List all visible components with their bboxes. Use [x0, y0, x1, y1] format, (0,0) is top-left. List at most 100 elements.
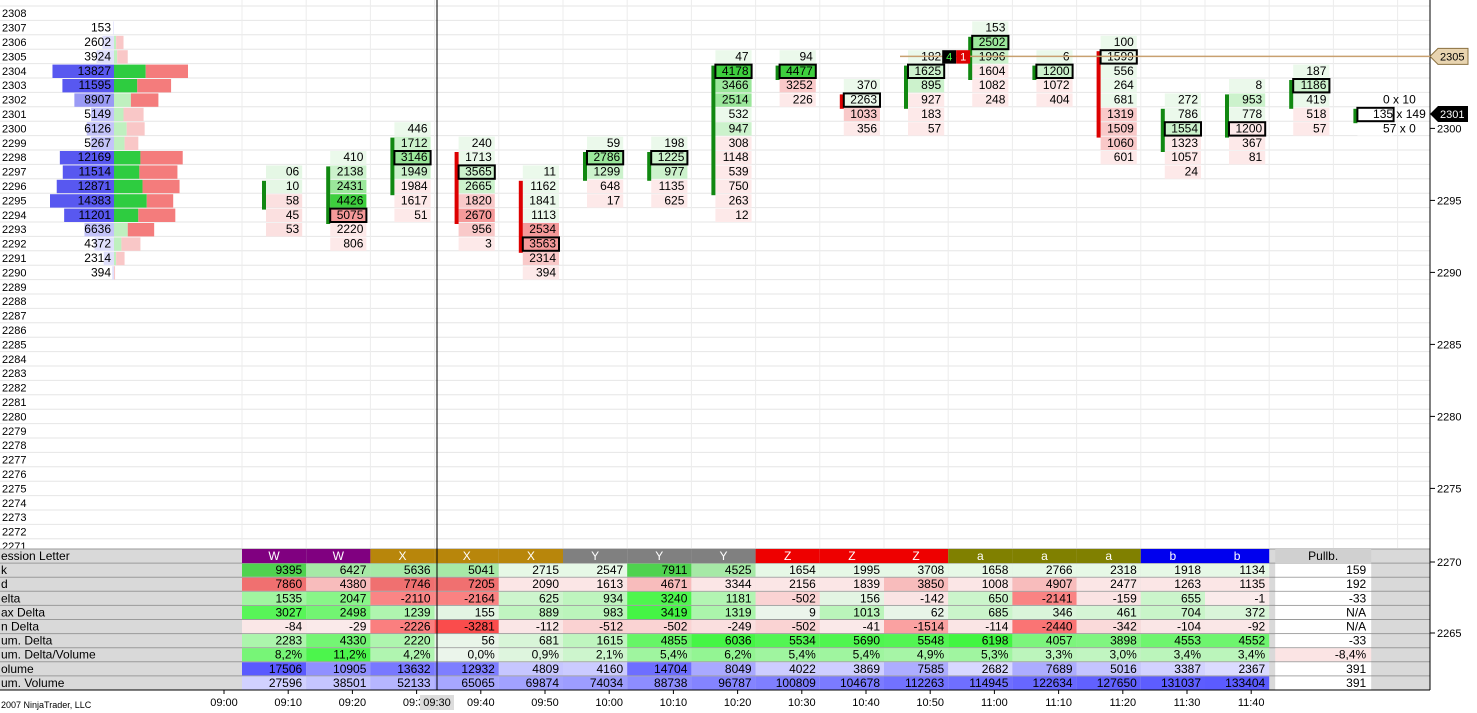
footprint-cell-value: 2534	[529, 222, 556, 236]
stats-cell	[884, 591, 949, 605]
footprint-cell-value: 263	[729, 193, 749, 207]
price-row-label: 2298	[2, 152, 26, 164]
stats-value: 88738	[654, 676, 688, 690]
stats-value: 4525	[725, 563, 752, 577]
footprint-cell-value: 2220	[337, 222, 364, 236]
footprint-cell	[458, 223, 495, 237]
footprint-cell-value: 1713	[465, 150, 492, 164]
poc-highlight-box	[650, 150, 689, 166]
session-letter: X	[463, 549, 471, 563]
stats-value: 5534	[789, 634, 816, 648]
stats-value: 65065	[461, 676, 495, 690]
stats-cell	[370, 563, 435, 577]
footprint-cell-value: 446	[408, 121, 428, 135]
footprint-cell	[330, 179, 367, 194]
price-axis-tick-label: 2275	[1437, 483, 1461, 495]
footprint-cell	[651, 194, 688, 208]
poc-highlight-box	[1163, 121, 1203, 137]
price-row-label: 2277	[2, 455, 26, 467]
profile-volume-bar	[113, 21, 114, 35]
stats-value: 4552	[1238, 634, 1265, 648]
footprint-cell-value: 100	[1114, 35, 1134, 49]
session-letter: Y	[655, 549, 663, 563]
footprint-cell	[266, 194, 303, 208]
footprint-cell	[394, 136, 431, 150]
pullback-value: -33	[1349, 591, 1367, 605]
pullback-header-cell	[1275, 549, 1372, 564]
footprint-cell	[972, 64, 1009, 78]
footprint-cell	[651, 136, 688, 150]
price-axis-tick-label: 2280	[1437, 411, 1461, 423]
footprint-cell-value: 58	[286, 193, 300, 207]
footprint-cell-value: 410	[343, 150, 363, 164]
stats-value: -84	[285, 620, 303, 634]
time-axis: 2007 NinjaTrader, LLC 09:00 09:10 09:20 09:3…	[0, 689, 1430, 710]
stats-value: -1	[1255, 591, 1266, 605]
footprint-cell	[1229, 79, 1266, 93]
price-row-label: 2284	[2, 354, 26, 366]
stats-value: 1839	[853, 577, 880, 591]
footprint-cell	[908, 64, 945, 78]
stats-cell	[1205, 605, 1270, 619]
stats-value: 1181	[726, 591, 752, 605]
profile-bid-bar	[114, 93, 131, 107]
profile-bid-bar	[114, 237, 122, 251]
stats-value: -112	[536, 620, 559, 634]
cursor-time-box	[420, 695, 454, 710]
profile-volume-bar	[103, 251, 114, 266]
pullback-value: N/A	[1346, 620, 1366, 634]
stats-value: 5636	[404, 563, 431, 577]
profile-volume-bar	[52, 64, 114, 78]
stats-cell	[884, 662, 949, 676]
stats-cell	[563, 620, 628, 634]
pullback-value: N/A	[1346, 605, 1366, 619]
popup-left-box	[942, 50, 957, 64]
pullback-cell	[1275, 620, 1372, 634]
stats-value: 38501	[333, 676, 367, 690]
footprint-cell-value: 06	[286, 165, 300, 179]
footprint-cell	[522, 266, 559, 280]
profile-ask-bar	[123, 107, 144, 122]
stats-cell	[1012, 563, 1077, 577]
footprint-cell-value: 264	[1114, 78, 1134, 92]
stats-value: 5041	[468, 563, 495, 577]
time-axis-tick-label: 11:20	[1109, 697, 1136, 709]
footprint-cell	[779, 93, 816, 107]
profile-bid-bar	[114, 179, 143, 194]
stats-cell	[242, 605, 307, 619]
stats-cell	[819, 620, 884, 634]
footprint-body-bar	[904, 65, 908, 109]
footprint-cell	[843, 93, 880, 107]
time-axis-tick-label: 11:10	[1045, 697, 1072, 709]
copyright-label: 2007 NinjaTrader, LLC	[1, 700, 92, 710]
session-letter-cell	[1012, 549, 1077, 564]
stats-value: 1239	[404, 605, 431, 619]
time-axis-tick-label: 09:50	[531, 697, 559, 709]
time-axis-tick-label: 11:00	[981, 697, 1008, 709]
stats-cell	[370, 648, 435, 662]
stats-cell	[563, 662, 628, 676]
footprint-cell-value: 1984	[401, 179, 428, 193]
footprint-cell-value: 1162	[530, 179, 556, 193]
stats-value: -512	[599, 620, 623, 634]
footprint-cell-value: 1186	[1301, 78, 1327, 92]
stats-cell	[498, 591, 563, 605]
poc-highlight-box	[521, 236, 560, 252]
stats-value: 7911	[662, 563, 688, 577]
stats-value: 5,3%	[981, 648, 1009, 662]
footprint-cell	[715, 79, 752, 93]
profile-ask-bar	[142, 179, 180, 194]
stats-cell	[1140, 634, 1205, 648]
stats-value: 4671	[661, 577, 688, 591]
profile-bid-bar	[114, 107, 124, 122]
price-marker-2305-label: 2305	[1440, 51, 1464, 63]
stats-value: 156	[860, 591, 880, 605]
price-row-label: 2295	[2, 195, 26, 207]
footprint-cell	[1100, 79, 1137, 93]
footprint-cell	[1100, 151, 1137, 165]
